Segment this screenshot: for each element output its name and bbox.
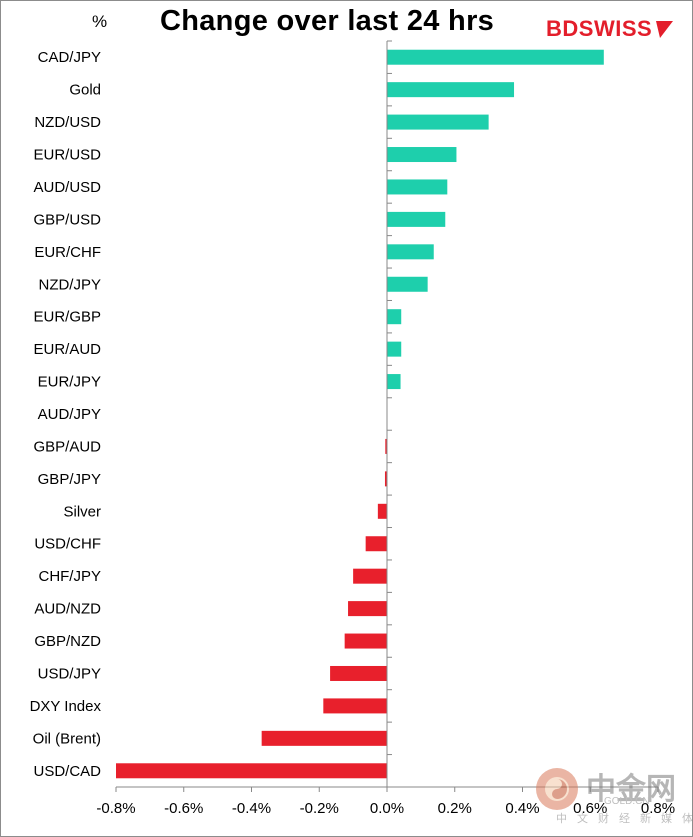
chart-title: Change over last 24 hrs <box>160 5 495 37</box>
bar-gbp-aud <box>385 438 387 454</box>
category-label: EUR/USD <box>33 147 101 164</box>
bar-usd-chf <box>365 536 387 552</box>
bar-nzd-jpy <box>387 276 428 292</box>
category-label: USD/CHF <box>34 536 101 553</box>
bar-eur-chf <box>387 244 434 260</box>
value-tick-label: -0.6% <box>164 800 203 817</box>
category-label: EUR/CHF <box>34 244 101 261</box>
category-label: CAD/JPY <box>38 49 101 66</box>
value-tick-label: -0.2% <box>300 800 339 817</box>
category-label: Oil (Brent) <box>33 730 101 747</box>
category-label: GBP/AUD <box>33 438 101 455</box>
brand-arrow-icon <box>656 21 674 38</box>
bar-cad-jpy <box>387 49 604 65</box>
category-label: AUD/JPY <box>38 406 101 423</box>
value-tick-label: 0.0% <box>370 800 404 817</box>
value-tick-label: 0.8% <box>641 800 675 817</box>
y-unit-label: % <box>92 12 108 31</box>
category-label: Gold <box>69 82 101 99</box>
brand-name: BDSWISS <box>546 16 653 41</box>
bar-gbp-jpy <box>384 471 387 487</box>
value-tick-label: 0.4% <box>505 800 539 817</box>
brand-logo: BDSWISS <box>546 15 674 43</box>
bar-gbp-usd <box>387 211 446 227</box>
category-label: EUR/AUD <box>33 341 101 358</box>
category-label: Silver <box>63 503 101 520</box>
bar-usd-jpy <box>330 665 387 681</box>
category-label: GBP/JPY <box>38 471 101 488</box>
category-label: USD/JPY <box>38 665 101 682</box>
category-label: EUR/JPY <box>38 374 101 391</box>
value-tick-label: -0.4% <box>232 800 271 817</box>
category-label: USD/CAD <box>33 763 101 780</box>
category-label: DXY Index <box>30 698 102 715</box>
value-tick-label: -0.8% <box>96 800 135 817</box>
bar-usd-cad <box>116 763 387 779</box>
bar-eur-usd <box>387 147 457 163</box>
category-label: CHF/JPY <box>38 568 101 585</box>
bar-eur-gbp <box>387 309 402 325</box>
bar-nzd-usd <box>387 114 489 130</box>
bar-eur-aud <box>387 341 402 357</box>
bar-oil-brent- <box>261 730 387 746</box>
bar-gold <box>387 82 515 98</box>
value-tick-label: 0.6% <box>573 800 607 817</box>
category-label: NZD/USD <box>34 114 101 131</box>
bar-aud-usd <box>387 179 448 195</box>
bar-chf-jpy <box>353 568 387 584</box>
bar-gbp-nzd <box>344 633 387 649</box>
category-label: EUR/GBP <box>33 309 101 326</box>
bar-dxy-index <box>323 698 387 714</box>
category-label: AUD/NZD <box>34 601 101 618</box>
category-label: NZD/JPY <box>38 276 101 293</box>
value-tick-label: 0.2% <box>438 800 472 817</box>
category-label: GBP/NZD <box>34 633 101 650</box>
bar-aud-nzd <box>348 601 387 617</box>
category-label: GBP/USD <box>33 211 101 228</box>
bar-eur-jpy <box>387 374 401 390</box>
bar-silver <box>377 503 387 519</box>
category-label: AUD/USD <box>33 179 101 196</box>
